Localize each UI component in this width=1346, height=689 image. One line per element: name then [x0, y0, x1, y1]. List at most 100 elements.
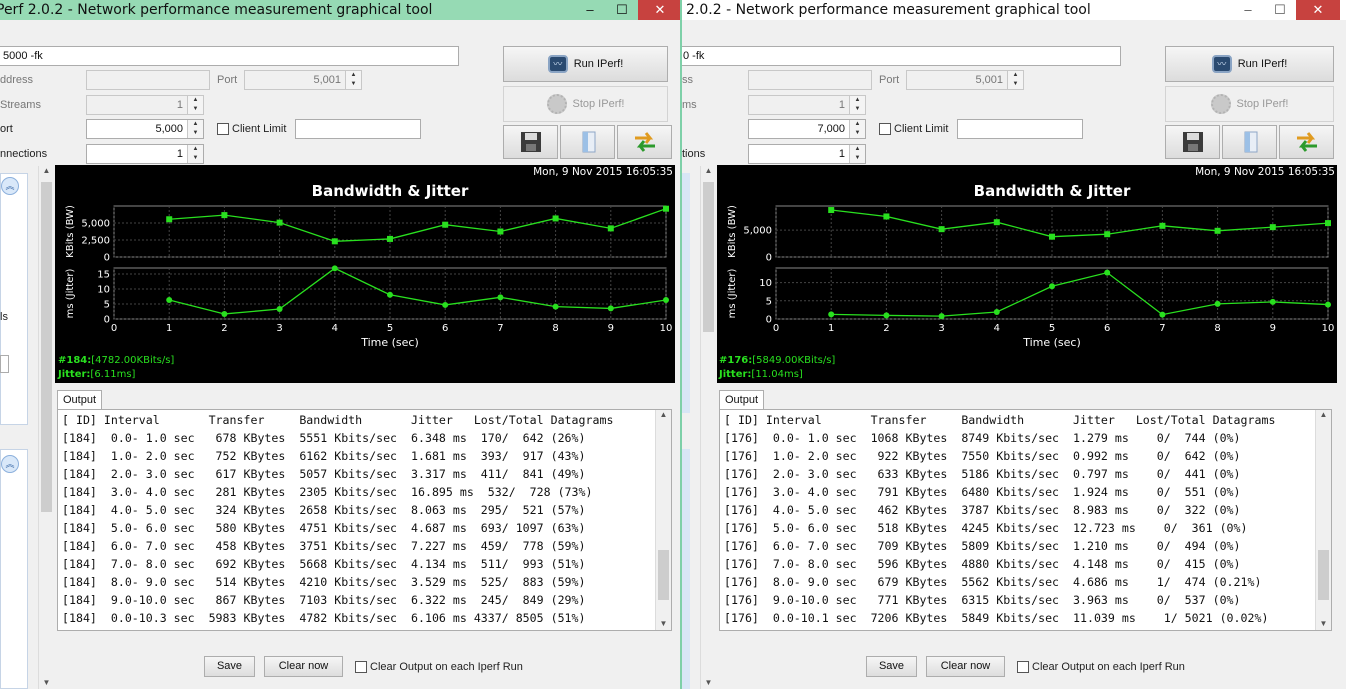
restore-defaults-button[interactable] [1279, 125, 1334, 159]
scroll-thumb[interactable] [41, 182, 52, 512]
data-point [497, 228, 504, 235]
y-tick-label: 5 [766, 296, 772, 307]
output-scroll-thumb[interactable] [658, 550, 669, 600]
jitter-readout: Jitter:[6.11ms] [58, 368, 135, 382]
command-line-field[interactable]: 0 -fk [682, 46, 1121, 66]
clear-each-run-checkbox[interactable] [355, 661, 367, 673]
client-limit-label: Client Limit [894, 123, 949, 135]
data-point [993, 219, 1000, 226]
clear-each-run-label: Clear Output on each Iperf Run [370, 661, 523, 673]
scroll-down-icon[interactable]: ▼ [42, 678, 51, 687]
stop-iperf-button[interactable]: Stop IPerf! [503, 86, 668, 122]
run-iperf-label: Run IPerf! [573, 58, 624, 70]
output-area[interactable]: [ ID] Interval Transfer Bandwidth Jitter… [719, 409, 1332, 631]
minimize-button[interactable]: – [1244, 2, 1252, 17]
run-iperf-button[interactable]: 〰 Run IPerf! [503, 46, 668, 82]
stream-id: #176: [719, 355, 753, 366]
address-field[interactable] [748, 70, 872, 90]
address-label: ddress [0, 74, 34, 86]
listen-port-spinner[interactable]: ▲ ▼ [849, 120, 865, 138]
side-scrollbar[interactable]: ▲ ▼ [38, 166, 54, 689]
port-field[interactable]: 5,001 ▲ ▼ [244, 70, 362, 90]
restore-defaults-button[interactable] [617, 125, 672, 159]
output-scrollbar[interactable]: ▲ ▼ [655, 410, 671, 630]
connections-spinner[interactable]: ▲ ▼ [849, 145, 865, 163]
stop-iperf-button[interactable]: Stop IPerf! [1165, 86, 1334, 122]
bandwidth-readout: #184:[4782.00KBits/s] [58, 354, 174, 368]
client-limit-checkbox[interactable] [879, 123, 891, 135]
open-config-button[interactable] [560, 125, 615, 159]
connections-spinner[interactable]: ▲ ▼ [187, 145, 203, 163]
save-config-button[interactable] [1165, 125, 1220, 159]
address-field[interactable] [86, 70, 210, 90]
output-scrollbar[interactable]: ▲ ▼ [1315, 410, 1331, 630]
y-tick-label: 0 [766, 253, 772, 264]
jitter-value: [11.04ms] [751, 369, 803, 380]
close-button[interactable]: ✕ [1296, 0, 1340, 20]
run-iperf-button[interactable]: 〰 Run IPerf! [1165, 46, 1334, 82]
client-limit-field[interactable] [957, 119, 1083, 139]
clear-each-run-label: Clear Output on each Iperf Run [1032, 661, 1185, 673]
side-scrollbar[interactable]: ▲ ▼ [700, 166, 716, 689]
listen-port-spinner[interactable]: ▲ ▼ [187, 120, 203, 138]
x-axis-label: Time (sec) [360, 336, 419, 349]
command-line-field[interactable]: 5000 -fk [0, 46, 459, 66]
port-field[interactable]: 5,001 ▲ ▼ [906, 70, 1024, 90]
output-scroll-up-icon[interactable]: ▲ [659, 410, 668, 419]
client-limit-field[interactable] [295, 119, 421, 139]
collapse-section-2-icon[interactable]: ︽ [1, 455, 19, 473]
connections-field[interactable]: 1 ▲ ▼ [748, 144, 866, 164]
close-button[interactable]: ✕ [638, 0, 680, 20]
series-line [831, 209, 1329, 238]
save-output-button[interactable]: Save [204, 656, 255, 677]
output-scroll-down-icon[interactable]: ▼ [659, 619, 668, 628]
streams-field[interactable]: 1 ▲ ▼ [86, 95, 204, 115]
output-scroll-down-icon[interactable]: ▼ [1319, 619, 1328, 628]
save-output-button[interactable]: Save [866, 656, 917, 677]
data-point [1049, 233, 1055, 240]
scroll-up-icon[interactable]: ▲ [704, 166, 713, 175]
run-iperf-label: Run IPerf! [1237, 58, 1288, 70]
minimize-button[interactable]: – [586, 2, 594, 17]
data-point [331, 238, 338, 245]
jitter-key: Jitter: [58, 369, 91, 380]
streams-spinner[interactable]: ▲ ▼ [849, 96, 865, 114]
output-scroll-up-icon[interactable]: ▲ [1319, 410, 1328, 419]
output-area[interactable]: [ ID] Interval Transfer Bandwidth Jitter… [57, 409, 672, 631]
y-axis-label: ms (Jitter) [65, 269, 76, 319]
title-bar[interactable]: Perf 2.0.2 - Network performance measure… [0, 0, 680, 20]
streams-spinner[interactable]: ▲ ▼ [187, 96, 203, 114]
side-spin[interactable] [0, 355, 9, 373]
listen-port-field[interactable]: 5,000 ▲ ▼ [86, 119, 204, 139]
data-point [938, 313, 945, 320]
output-scroll-thumb[interactable] [1318, 550, 1329, 600]
iperf-window-1: Perf 2.0.2 - Network performance measure… [0, 0, 682, 689]
clear-each-run-checkbox[interactable] [1017, 661, 1029, 673]
open-config-button[interactable] [1222, 125, 1277, 159]
data-point [166, 296, 173, 303]
save-config-button[interactable] [503, 125, 558, 159]
x-tick-label: 9 [608, 323, 614, 334]
scroll-down-icon[interactable]: ▼ [704, 678, 713, 687]
maximize-button[interactable]: ☐ [1274, 2, 1286, 17]
iperf-logo-icon: 〰 [1211, 55, 1232, 73]
chart-svg: Bandwidth & Jitter 0 2,500 5,000 KBits (BW) 0… [65, 182, 672, 349]
clear-now-button[interactable]: Clear now [926, 656, 1005, 677]
connections-field[interactable]: 1 ▲ ▼ [86, 144, 204, 164]
tab-output[interactable]: Output [719, 390, 765, 410]
streams-field[interactable]: 1 ▲ ▼ [748, 95, 866, 115]
scroll-thumb[interactable] [703, 182, 714, 332]
client-limit-checkbox[interactable] [217, 123, 229, 135]
title-bar[interactable]: 2.0.2 - Network performance measurement … [682, 0, 1346, 20]
data-point [663, 297, 669, 304]
tab-output[interactable]: Output [57, 390, 103, 410]
port-spinner[interactable]: ▲ ▼ [345, 71, 361, 89]
collapse-section-1-icon[interactable]: ︽ [1, 177, 19, 195]
clear-now-button[interactable]: Clear now [264, 656, 343, 677]
scroll-up-icon[interactable]: ▲ [42, 166, 51, 175]
maximize-button[interactable]: ☐ [616, 2, 628, 17]
window-title: 2.0.2 - Network performance measurement … [686, 2, 1091, 18]
listen-port-field[interactable]: 7,000 ▲ ▼ [748, 119, 866, 139]
port-spinner[interactable]: ▲ ▼ [1007, 71, 1023, 89]
chart-title: Bandwidth & Jitter [974, 182, 1131, 200]
